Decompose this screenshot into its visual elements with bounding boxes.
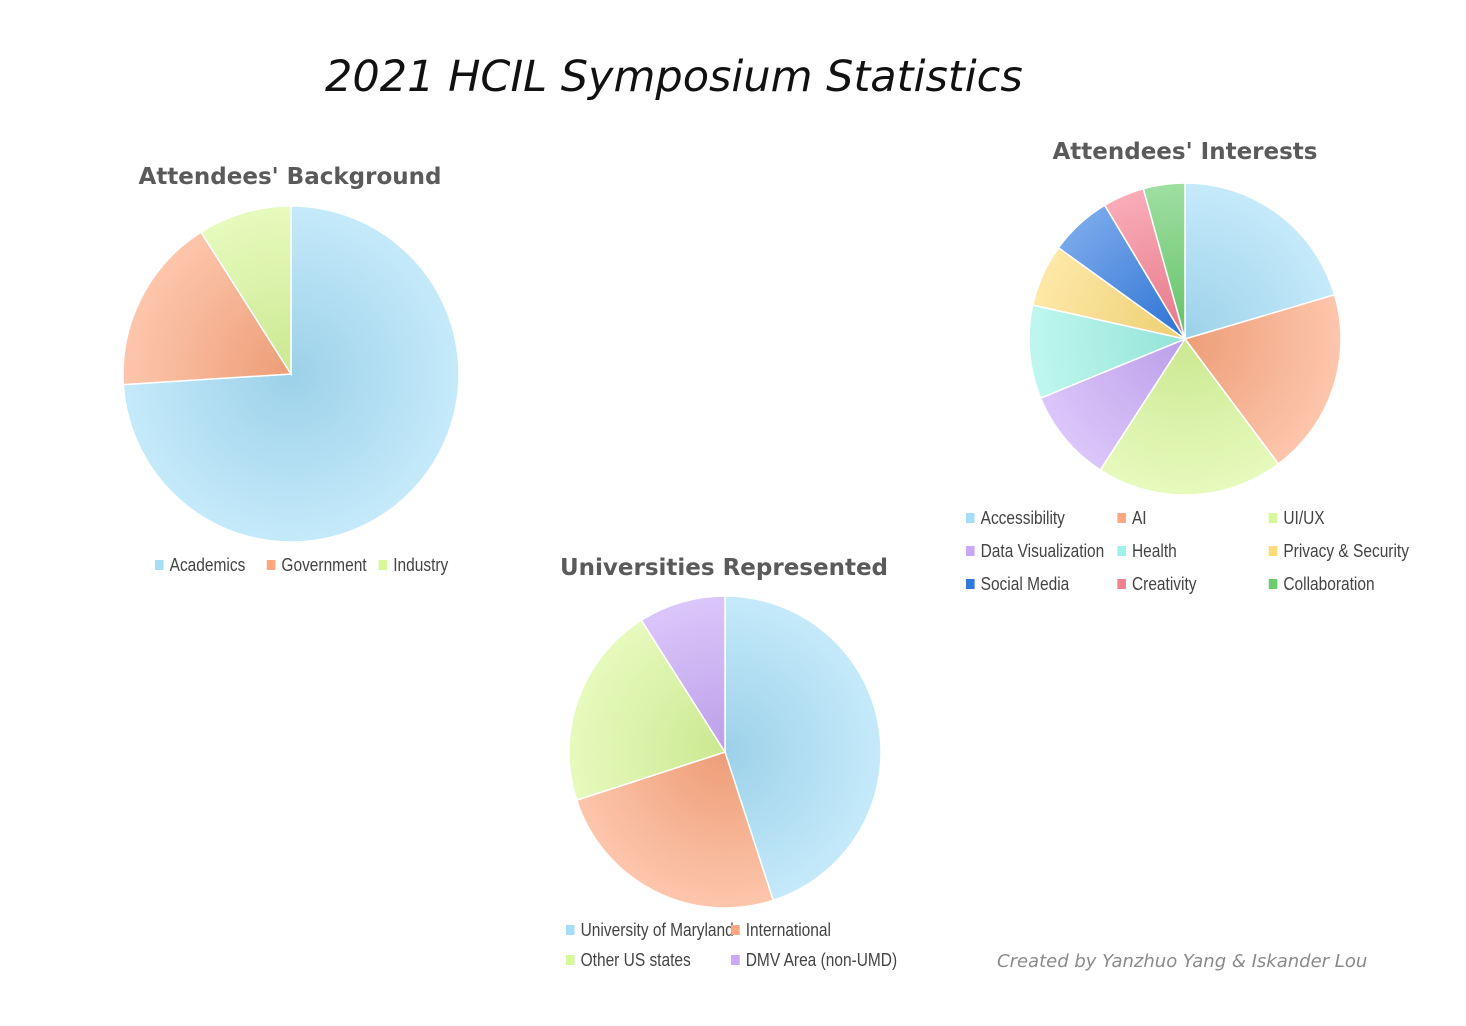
legend-item-collaboration: Collaboration	[1268, 572, 1375, 596]
legend-swatch	[566, 925, 575, 936]
background-pie	[122, 205, 460, 543]
legend-item-ai: AI	[1117, 506, 1147, 530]
legend-swatch	[566, 955, 575, 966]
interests-pie	[1028, 182, 1342, 496]
universities-legend: University of Maryland International Other…	[566, 918, 910, 978]
page-title: 2021 HCIL Symposium Statistics	[325, 52, 1023, 102]
pie-slice-ai	[1183, 293, 1342, 466]
legend-label: University of Maryland	[580, 920, 734, 940]
legend-item-health: Health	[1117, 539, 1177, 563]
legend-swatch	[966, 579, 975, 590]
legend-label: Creativity	[1131, 574, 1197, 594]
legend-swatch	[1268, 579, 1278, 590]
legend-label: Industry	[393, 555, 449, 575]
legend-item-creativity: Creativity	[1117, 572, 1196, 596]
legend-item-ui-ux: UI/UX	[1268, 506, 1325, 530]
legend-item-dmv-area-non-umd: DMV Area (non-UMD)	[731, 948, 897, 972]
legend-item-privacy-security: Privacy & Security	[1268, 539, 1409, 563]
pie-slice-industry	[199, 205, 292, 377]
pie-slice-data-visualization	[1039, 337, 1187, 472]
legend-label: Other US states	[580, 950, 691, 970]
pie-slice-university-of-maryland	[724, 595, 882, 902]
legend-swatch	[731, 955, 740, 966]
legend-label: Collaboration	[1283, 574, 1375, 594]
legend-label: International	[745, 920, 831, 940]
legend-swatch	[1117, 513, 1126, 524]
background-legend: Academics Government Industry	[155, 553, 465, 583]
interests-chart-title: Attendees' Interests	[1052, 139, 1318, 165]
legend-label: Privacy & Security	[1283, 541, 1409, 561]
pie-slice-accessibility	[1184, 182, 1336, 341]
legend-item-academics: Academics	[155, 553, 245, 577]
legend-label: Government	[281, 555, 367, 575]
legend-label: UI/UX	[1283, 508, 1325, 528]
legend-swatch	[266, 560, 276, 571]
legend-item-government: Government	[266, 553, 367, 577]
legend-item-industry: Industry	[378, 553, 449, 577]
legend-swatch	[378, 560, 388, 571]
legend-item-university-of-maryland: University of Maryland	[566, 918, 734, 942]
pie-slice-health	[1028, 304, 1188, 400]
pie-slice-dmv-area-non-umd	[640, 595, 726, 755]
universities-chart-title: Universities Represented	[559, 555, 889, 581]
legend-label: DMV Area (non-UMD)	[745, 950, 898, 970]
universities-pie	[568, 595, 882, 909]
legend-item-other-us-states: Other US states	[566, 948, 691, 972]
legend-item-international: International	[731, 918, 831, 942]
legend-label: AI	[1131, 508, 1147, 528]
legend-swatch	[1268, 546, 1278, 557]
legend-label: Health	[1131, 541, 1177, 561]
pie-slice-ui-ux	[1099, 337, 1280, 496]
legend-swatch	[1268, 513, 1278, 524]
legend-swatch	[966, 546, 975, 557]
legend-item-accessibility: Accessibility	[966, 506, 1065, 530]
credit-text: Created by Yanzhuo Yang & Iskander Lou	[997, 951, 1368, 972]
pie-slice-government	[122, 231, 293, 386]
legend-label: Accessibility	[980, 508, 1065, 528]
legend-item-data-visualization: Data Visualization	[966, 539, 1104, 563]
legend-label: Data Visualization	[980, 541, 1105, 561]
legend-swatch	[155, 560, 164, 571]
pie-slice-other-us-states	[568, 619, 727, 802]
interests-legend: Accessibility AI UI/UX Data Visualization He…	[966, 506, 1430, 606]
legend-label: Academics	[169, 555, 246, 575]
legend-swatch	[966, 513, 975, 524]
legend-item-social-media: Social Media	[966, 572, 1069, 596]
legend-label: Social Media	[980, 574, 1070, 594]
legend-swatch	[731, 925, 740, 936]
legend-swatch	[1117, 579, 1126, 590]
legend-swatch	[1117, 546, 1126, 557]
pie-slice-collaboration	[1142, 182, 1186, 340]
pie-slice-international	[575, 751, 775, 909]
background-chart-title: Attendees' Background	[138, 164, 442, 190]
